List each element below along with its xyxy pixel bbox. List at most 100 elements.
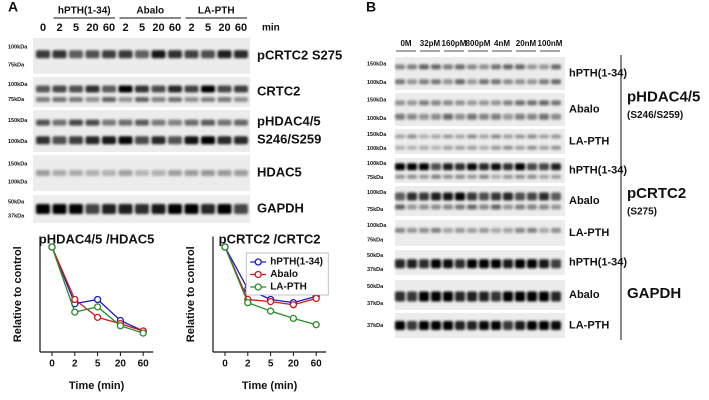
band xyxy=(36,97,50,102)
band xyxy=(419,227,429,233)
row-label: hPTH(1-34) xyxy=(569,164,627,176)
lane-label: 5 xyxy=(205,22,211,34)
band xyxy=(168,50,182,59)
lane-label: 2 xyxy=(56,22,62,34)
blot-bands xyxy=(395,163,561,179)
data-point xyxy=(312,294,320,303)
band xyxy=(201,170,215,176)
blot-strip xyxy=(395,158,565,183)
band xyxy=(515,145,525,150)
band xyxy=(151,119,166,126)
band xyxy=(551,192,561,201)
band xyxy=(168,136,182,145)
band xyxy=(395,64,405,70)
band xyxy=(527,145,537,150)
data-point xyxy=(116,322,125,330)
band xyxy=(407,113,417,120)
x-axis-label: Time (min) xyxy=(242,380,298,392)
chart-title: pHDAC4/5 /HDAC5 xyxy=(39,231,155,246)
band xyxy=(455,163,465,171)
x-tick-label: 0 xyxy=(49,359,55,370)
band xyxy=(217,170,232,176)
legend-marker xyxy=(254,283,262,291)
kda-marker: 37kDa xyxy=(8,213,25,219)
x-tick-label: 20 xyxy=(115,359,127,370)
band xyxy=(217,85,232,93)
band xyxy=(407,227,417,233)
band xyxy=(515,64,525,70)
band xyxy=(491,259,501,269)
band xyxy=(455,79,465,85)
kda-marker: 50kDa xyxy=(8,199,25,205)
band xyxy=(491,113,501,120)
band xyxy=(419,163,429,171)
legend-label: hPTH(1-34) xyxy=(270,257,323,268)
blot-bands xyxy=(395,291,561,302)
band xyxy=(431,192,441,201)
blot-bands xyxy=(395,64,561,85)
x-tick-label: 60 xyxy=(311,359,323,370)
band xyxy=(467,113,477,120)
band xyxy=(395,204,405,210)
band xyxy=(491,291,501,302)
lane-label: 5 xyxy=(139,22,145,34)
band xyxy=(503,321,513,330)
band xyxy=(551,113,561,120)
band xyxy=(201,50,215,59)
band xyxy=(395,113,405,120)
band xyxy=(539,64,549,70)
data-point xyxy=(71,308,79,316)
data-point xyxy=(244,298,252,307)
band xyxy=(527,192,537,201)
kda-marker: 100kDa xyxy=(367,116,387,122)
band xyxy=(467,192,477,201)
band xyxy=(467,145,477,150)
group-label: hPTH(1-34) xyxy=(58,6,111,17)
band xyxy=(515,163,525,171)
band xyxy=(539,259,549,269)
band xyxy=(551,291,561,302)
data-point xyxy=(289,314,298,323)
band xyxy=(151,204,166,214)
blot-bands xyxy=(36,50,248,59)
band xyxy=(443,134,453,139)
band xyxy=(217,97,232,102)
band xyxy=(515,227,525,233)
band xyxy=(407,321,417,330)
group-label: pHDAC4/5 xyxy=(627,88,700,105)
band xyxy=(443,227,453,233)
kda-marker: 150kDa xyxy=(367,62,387,68)
band xyxy=(515,174,525,179)
band xyxy=(201,136,215,145)
band xyxy=(135,85,149,93)
band xyxy=(52,85,67,93)
band xyxy=(467,227,477,233)
band xyxy=(118,119,133,126)
band xyxy=(85,170,100,176)
band xyxy=(419,100,429,106)
band xyxy=(527,79,537,85)
row-label: hPTH(1-34) xyxy=(569,256,627,268)
band xyxy=(551,321,561,330)
band xyxy=(168,170,182,176)
band xyxy=(503,192,513,201)
band xyxy=(503,100,513,106)
band xyxy=(431,291,441,302)
band xyxy=(443,113,453,120)
band xyxy=(52,119,67,126)
x-tick-label: 20 xyxy=(288,359,300,370)
band xyxy=(407,259,417,269)
kda-marker: 100kDa xyxy=(367,80,387,86)
band xyxy=(431,163,441,171)
band xyxy=(491,163,501,171)
blot-strip xyxy=(395,186,565,216)
blot-strip xyxy=(395,93,565,126)
band xyxy=(151,136,166,145)
band xyxy=(168,204,182,214)
group-label: LA-PTH xyxy=(198,6,235,17)
group-label: Abalo xyxy=(136,6,164,17)
kda-marker: 37kDa xyxy=(367,323,384,329)
kda-marker: 150kDa xyxy=(367,98,387,104)
band xyxy=(539,100,549,106)
